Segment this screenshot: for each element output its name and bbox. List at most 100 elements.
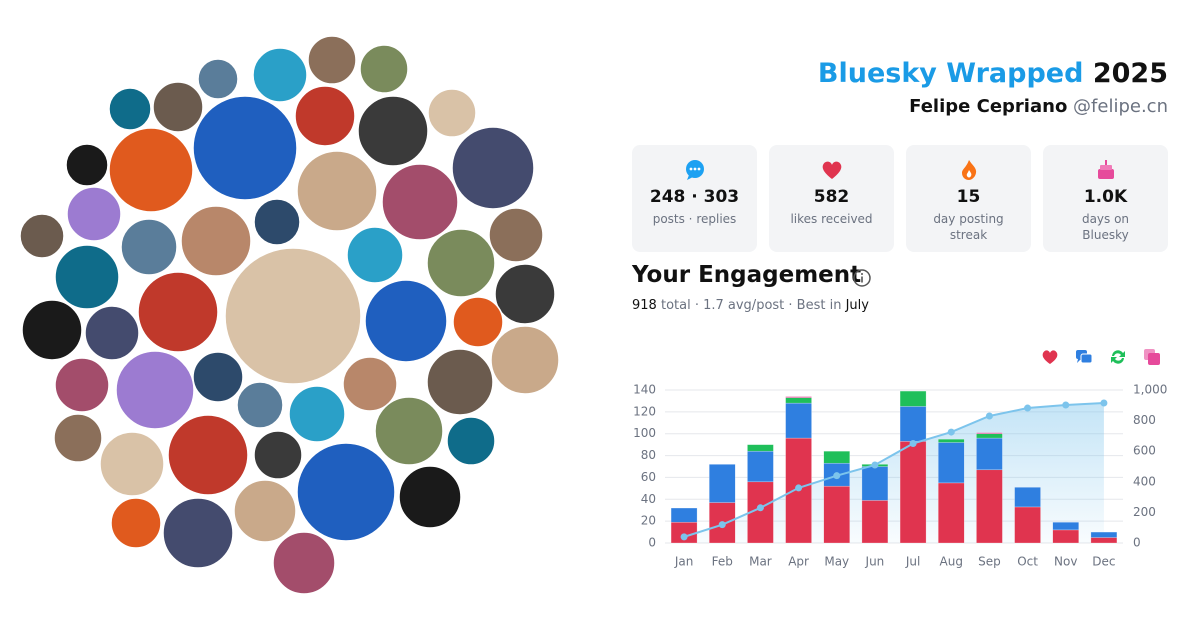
x-tick-label: Jun: [865, 555, 885, 569]
bar-segment: [938, 438, 965, 443]
avatar: [84, 305, 140, 361]
icon: [822, 161, 841, 179]
bar-segment: [899, 406, 927, 442]
info-icon[interactable]: [852, 268, 872, 288]
avatar: [108, 127, 194, 213]
bar-segment: [976, 432, 1003, 434]
bar-segment: [976, 469, 1003, 544]
x-tick-label: Feb: [712, 555, 733, 569]
avatar: [224, 247, 362, 385]
avatar: [364, 279, 448, 363]
bar-segment: [1014, 506, 1041, 544]
avatar: [452, 296, 504, 348]
icon: [685, 160, 704, 180]
x-tick-label: Oct: [1017, 555, 1038, 569]
avatar: [288, 385, 346, 443]
cumulative-point: [1024, 404, 1032, 412]
user: Felipe Cepriano @felipe.cn: [909, 96, 1168, 117]
avatar: [253, 430, 303, 480]
legend-icon[interactable]: [1144, 349, 1160, 365]
legend-icon[interactable]: [1111, 350, 1125, 364]
cumulative-point: [718, 521, 726, 529]
stat-label: likes received: [790, 212, 873, 226]
avatar: [233, 479, 297, 543]
bar-segment: [747, 450, 774, 483]
avatar: [53, 413, 103, 463]
avatar: [110, 497, 162, 549]
bar-segment: [1090, 531, 1118, 538]
avatar: [490, 325, 560, 395]
cumulative-point: [795, 484, 803, 492]
avatar: [54, 244, 120, 310]
y2-tick-label: 1,000: [1133, 383, 1167, 397]
bar-segment: [899, 390, 927, 407]
stat-card: 248 · 303 posts · replies: [632, 145, 757, 252]
bar-segment: [976, 433, 1003, 439]
x-tick-label: Dec: [1092, 555, 1115, 569]
avatar: [152, 81, 204, 133]
y-tick-label: 40: [641, 492, 656, 506]
avatar: [427, 88, 477, 138]
bar-segment: [938, 482, 965, 544]
avatar: [357, 95, 429, 167]
engagement-chart: 0 20 40 60 80 100 120 140 0 200 400 600 800 1,000 Jan F…: [633, 349, 1167, 569]
avatar: [192, 95, 298, 201]
summary: 918 total · 1.7 avg/post · Best in July: [632, 298, 869, 313]
bar-segment: [785, 397, 812, 404]
bar-segment: [670, 507, 698, 523]
avatar: [19, 213, 65, 259]
summary-best: July: [845, 298, 869, 313]
avatar: [99, 431, 165, 497]
bar-segment: [747, 444, 774, 452]
bar-segment: [1052, 521, 1079, 531]
bar-segment: [785, 402, 812, 439]
cumulative-area: [684, 403, 1104, 543]
avatar: [296, 442, 396, 542]
y-tick-label: 140: [633, 383, 656, 397]
section-title: Your Engagement: [632, 262, 862, 288]
stat-card: 1.0K days on Bluesky: [1043, 145, 1168, 252]
x-tick-label: Jul: [905, 555, 920, 569]
x-tick-label: Mar: [749, 555, 772, 569]
cumulative-point: [947, 428, 955, 436]
cumulative-point: [680, 533, 688, 541]
x-tick-label: Aug: [940, 555, 963, 569]
icon: [961, 160, 976, 180]
title: Bluesky Wrapped 2025: [818, 58, 1168, 89]
avatar: [488, 207, 544, 263]
avatar: [180, 205, 252, 277]
y2-tick-label: 200: [1133, 505, 1156, 519]
avatar: [426, 228, 496, 298]
avatar: [374, 396, 444, 466]
stat-label: day posting streak: [933, 212, 1004, 242]
avatar: [426, 348, 494, 416]
cumulative-point: [985, 412, 993, 420]
avatar: [162, 497, 234, 569]
bar-segment: [823, 450, 850, 464]
avatar: [272, 531, 336, 595]
stat-label: posts · replies: [652, 212, 737, 226]
y2-tick-label: 800: [1133, 413, 1156, 427]
x-tick-label: Apr: [788, 555, 809, 569]
legend-icon[interactable]: [1076, 350, 1093, 364]
avatar: [381, 163, 459, 241]
x-tick-label: May: [824, 555, 849, 569]
cumulative-point: [871, 461, 879, 469]
y-tick-label: 60: [641, 470, 656, 484]
y-tick-label: 100: [633, 426, 656, 440]
avatar: [253, 198, 301, 246]
avatar: [398, 465, 462, 529]
x-tick-label: Sep: [978, 555, 1001, 569]
avatar: [359, 44, 409, 94]
icon: [1097, 160, 1114, 179]
y2-tick-label: 400: [1133, 474, 1156, 488]
legend-icon[interactable]: [1042, 350, 1058, 364]
y-tick-label: 80: [641, 448, 656, 462]
avatar: [108, 87, 152, 131]
avatar: [65, 143, 109, 187]
avatar: [66, 186, 122, 242]
title-brand: Bluesky Wrapped: [817, 58, 1084, 89]
stat-value: 1.0K: [1083, 187, 1128, 207]
avatar: [120, 218, 178, 276]
